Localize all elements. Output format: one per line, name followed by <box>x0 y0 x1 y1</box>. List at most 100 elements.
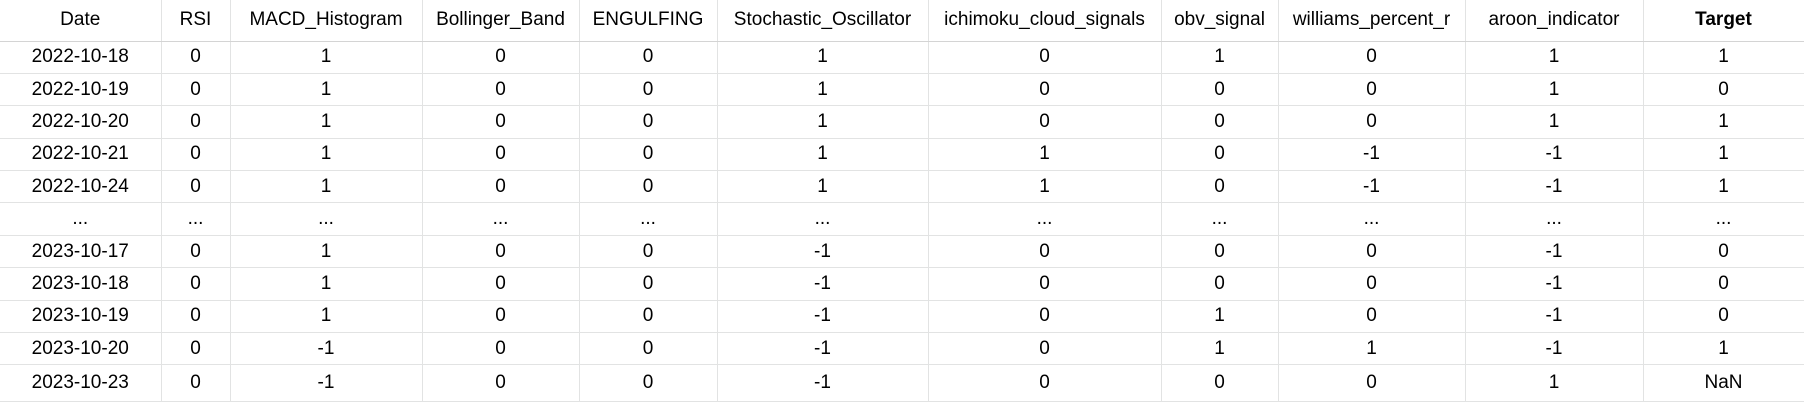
table-cell[interactable]: 1 <box>230 105 423 139</box>
table-cell[interactable]: -1 <box>1465 332 1644 366</box>
table-cell[interactable]: 1 <box>928 170 1162 204</box>
table-cell[interactable]: -1 <box>1465 235 1644 269</box>
table-cell[interactable]: 0 <box>1278 41 1466 74</box>
table-cell[interactable]: 1 <box>1161 300 1279 334</box>
column-header[interactable]: Date <box>0 0 162 42</box>
table-cell[interactable]: 0 <box>1161 105 1279 139</box>
table-cell[interactable]: 0 <box>161 105 231 139</box>
table-cell[interactable]: 0 <box>1161 73 1279 107</box>
table-cell[interactable]: 1 <box>230 41 423 74</box>
table-cell[interactable]: -1 <box>1278 170 1466 204</box>
table-cell[interactable]: 0 <box>1278 105 1466 139</box>
table-cell[interactable]: 0 <box>161 170 231 204</box>
table-cell[interactable]: 0 <box>1643 300 1804 334</box>
table-cell[interactable]: 2023-10-19 <box>0 300 162 334</box>
table-cell[interactable]: -1 <box>717 364 929 403</box>
table-cell[interactable]: -1 <box>717 235 929 269</box>
table-cell[interactable]: 1 <box>1161 41 1279 74</box>
table-cell[interactable]: 1 <box>1643 170 1804 204</box>
column-header[interactable]: RSI <box>161 0 231 42</box>
table-cell[interactable]: 2023-10-23 <box>0 364 162 403</box>
table-cell[interactable]: 0 <box>422 170 580 204</box>
table-cell[interactable]: -1 <box>1465 267 1644 301</box>
table-cell[interactable]: 0 <box>1278 235 1466 269</box>
table-cell[interactable]: 0 <box>579 267 718 301</box>
table-cell[interactable]: -1 <box>717 300 929 334</box>
table-cell[interactable]: 1 <box>717 105 929 139</box>
table-cell[interactable]: 2022-10-24 <box>0 170 162 204</box>
column-header[interactable]: MACD_Histogram <box>230 0 423 42</box>
table-cell[interactable]: 0 <box>579 138 718 172</box>
table-cell[interactable]: 0 <box>422 267 580 301</box>
table-cell[interactable]: 2022-10-21 <box>0 138 162 172</box>
table-cell[interactable]: 0 <box>928 300 1162 334</box>
table-cell[interactable]: 0 <box>1161 138 1279 172</box>
table-cell[interactable]: 1 <box>717 73 929 107</box>
table-cell[interactable]: 0 <box>161 235 231 269</box>
table-cell[interactable]: 0 <box>1643 73 1804 107</box>
table-cell[interactable]: 0 <box>1278 267 1466 301</box>
table-cell[interactable]: 0 <box>422 138 580 172</box>
table-cell[interactable]: 0 <box>579 300 718 334</box>
table-cell[interactable]: 1 <box>928 138 1162 172</box>
table-cell[interactable]: 0 <box>161 41 231 74</box>
table-cell[interactable]: 0 <box>1161 364 1279 403</box>
column-header[interactable]: williams_percent_r <box>1278 0 1466 42</box>
table-cell[interactable]: 0 <box>422 73 580 107</box>
table-cell[interactable]: 1 <box>1643 138 1804 172</box>
table-cell[interactable]: -1 <box>1278 138 1466 172</box>
table-cell[interactable]: 1 <box>717 170 929 204</box>
table-cell[interactable]: 1 <box>1643 41 1804 74</box>
table-cell[interactable]: 2022-10-19 <box>0 73 162 107</box>
table-cell[interactable]: 1 <box>1465 41 1644 74</box>
table-cell[interactable]: 0 <box>161 300 231 334</box>
table-cell[interactable]: 0 <box>1278 300 1466 334</box>
table-cell[interactable]: ... <box>717 202 929 236</box>
table-cell[interactable]: ... <box>1278 202 1466 236</box>
table-cell[interactable]: ... <box>579 202 718 236</box>
table-cell[interactable]: 2022-10-20 <box>0 105 162 139</box>
table-cell[interactable]: 1 <box>1643 332 1804 366</box>
table-cell[interactable]: 0 <box>928 105 1162 139</box>
table-cell[interactable]: 1 <box>1465 73 1644 107</box>
table-cell[interactable]: 1 <box>1643 105 1804 139</box>
table-cell[interactable]: 0 <box>422 235 580 269</box>
table-cell[interactable]: 1 <box>230 235 423 269</box>
table-cell[interactable]: 0 <box>1643 235 1804 269</box>
table-cell[interactable]: ... <box>928 202 1162 236</box>
table-cell[interactable]: 0 <box>161 364 231 403</box>
table-cell[interactable]: ... <box>0 202 162 236</box>
table-cell[interactable]: 1 <box>1465 364 1644 403</box>
table-cell[interactable]: -1 <box>1465 170 1644 204</box>
table-cell[interactable]: 0 <box>1161 235 1279 269</box>
table-cell[interactable]: 0 <box>161 73 231 107</box>
table-cell[interactable]: 0 <box>422 41 580 74</box>
table-cell[interactable]: ... <box>1465 202 1644 236</box>
table-cell[interactable]: 1 <box>230 300 423 334</box>
table-cell[interactable]: 1 <box>1161 332 1279 366</box>
table-cell[interactable]: 0 <box>579 332 718 366</box>
table-cell[interactable]: ... <box>161 202 231 236</box>
table-cell[interactable]: 1 <box>1465 105 1644 139</box>
table-cell[interactable]: 0 <box>161 267 231 301</box>
table-cell[interactable]: 0 <box>579 170 718 204</box>
table-cell[interactable]: 0 <box>422 300 580 334</box>
column-header[interactable]: ichimoku_cloud_signals <box>928 0 1162 42</box>
column-header[interactable]: Stochastic_Oscillator <box>717 0 929 42</box>
table-cell[interactable]: 0 <box>422 105 580 139</box>
table-cell[interactable]: 0 <box>1278 364 1466 403</box>
table-cell[interactable]: 1 <box>717 138 929 172</box>
table-cell[interactable]: 0 <box>928 73 1162 107</box>
table-cell[interactable]: 0 <box>161 138 231 172</box>
table-cell[interactable]: 0 <box>928 332 1162 366</box>
column-header[interactable]: obv_signal <box>1161 0 1279 42</box>
table-cell[interactable]: ... <box>1161 202 1279 236</box>
table-cell[interactable]: 0 <box>1643 267 1804 301</box>
table-cell[interactable]: 0 <box>161 332 231 366</box>
table-cell[interactable]: 0 <box>422 364 580 403</box>
column-header[interactable]: Bollinger_Band <box>422 0 580 42</box>
table-cell[interactable]: -1 <box>1465 138 1644 172</box>
table-cell[interactable]: -1 <box>717 332 929 366</box>
table-cell[interactable]: 0 <box>579 235 718 269</box>
table-cell[interactable]: 0 <box>928 364 1162 403</box>
